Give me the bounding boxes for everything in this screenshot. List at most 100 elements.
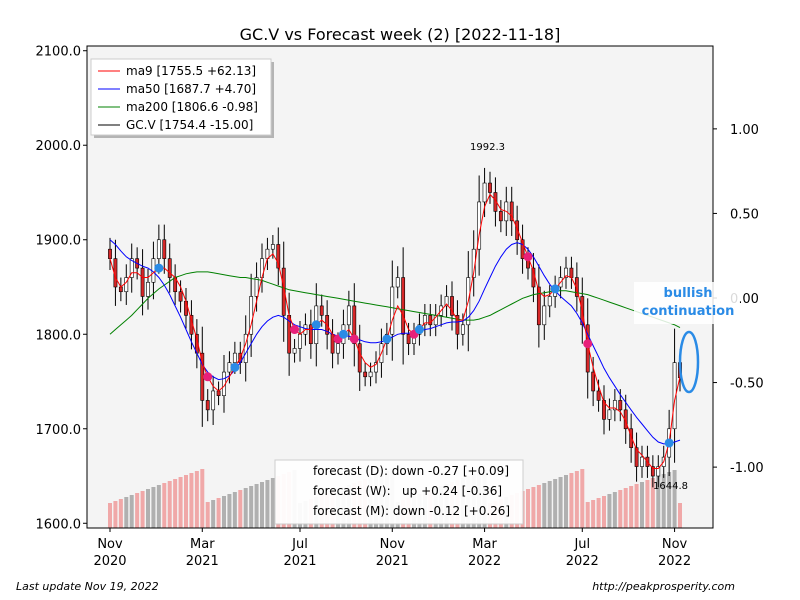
candle-body xyxy=(352,305,357,345)
x-axis-tick-label-year: 2021 xyxy=(283,554,316,569)
volume-bar xyxy=(618,490,623,528)
candle-body xyxy=(319,305,324,316)
candle-body xyxy=(640,456,644,467)
volume-bar xyxy=(184,475,188,528)
volume-bar xyxy=(596,498,601,528)
buy-signal-dot xyxy=(338,329,348,339)
x-axis-tick-label-year: 2020 xyxy=(93,554,126,569)
volume-bar xyxy=(629,486,634,528)
candle-body xyxy=(357,343,362,373)
candle-body xyxy=(482,182,487,203)
right-axis-tick-label: -1.00 xyxy=(730,461,764,476)
sell-signal-dot xyxy=(203,372,213,382)
volume-bar xyxy=(146,489,150,528)
candle-body xyxy=(515,220,520,241)
candle-body xyxy=(270,244,275,250)
candle-body xyxy=(509,201,514,222)
candle-body xyxy=(618,400,623,411)
candle-body xyxy=(395,277,400,288)
volume-bar xyxy=(650,478,655,528)
moving-averages xyxy=(109,193,681,469)
x-axis-tick-label-year: 2022 xyxy=(566,554,599,569)
buy-signal-dot xyxy=(382,334,392,344)
candle-body xyxy=(460,324,465,335)
candle-body xyxy=(118,286,123,293)
volume-bar xyxy=(200,469,205,528)
candle-body xyxy=(547,296,552,307)
volume-bar xyxy=(222,496,226,528)
volume-bar xyxy=(189,473,194,528)
left-axis-tick-label: 1700.0 xyxy=(36,423,82,438)
candle-body xyxy=(374,362,378,373)
volume-bar xyxy=(211,500,216,528)
candle-body xyxy=(140,267,145,297)
callout-line2: continuation xyxy=(642,304,735,319)
x-axis-tick-label-month: Jul xyxy=(573,537,590,552)
volume-bar xyxy=(249,486,254,528)
volume-bar xyxy=(113,501,118,528)
volume-bar xyxy=(602,496,606,528)
right-axis-tick-label: 1.00 xyxy=(730,123,759,138)
candle-body xyxy=(151,258,156,283)
volume-bar xyxy=(173,479,178,528)
candle-body xyxy=(336,343,340,354)
forecast-weekly: forecast (W): up +0.24 [-0.36] xyxy=(313,484,502,498)
legend-gcv: GC.V [1754.4 -15.00] xyxy=(126,118,253,132)
candle-body xyxy=(390,286,395,335)
buy-signal-dot xyxy=(414,325,424,335)
sell-signal-dot xyxy=(583,339,593,349)
candle-body xyxy=(536,286,541,326)
volume-bar xyxy=(162,483,167,528)
sell-signal-dot xyxy=(290,325,300,335)
left-axis-tick-label: 2000.0 xyxy=(36,139,82,154)
candle-body xyxy=(428,315,433,326)
candle-body xyxy=(569,267,574,278)
candle-body xyxy=(607,409,612,420)
volume-bar xyxy=(580,469,585,528)
candle-body xyxy=(574,277,579,297)
left-axis-tick-label: 1600.0 xyxy=(36,517,82,532)
candle-body xyxy=(455,315,460,335)
volume-bar xyxy=(254,484,259,528)
volume-bar xyxy=(129,495,134,528)
candle-body xyxy=(634,447,639,467)
left-axis-tick-label: 1800.0 xyxy=(36,328,82,343)
ma9-line xyxy=(109,193,681,469)
volume-bar xyxy=(585,502,590,528)
volume-bar xyxy=(194,471,199,528)
candle-body xyxy=(542,305,547,326)
candle-body xyxy=(520,239,525,259)
candle-body xyxy=(146,281,150,297)
x-axis-tick-label-month: Nov xyxy=(662,537,688,552)
candle-body xyxy=(422,315,427,326)
candle-body xyxy=(346,305,351,326)
right-axis-tick-label: -0.50 xyxy=(730,377,764,392)
low-annotation: 1644.8 xyxy=(653,481,688,492)
volume-bar xyxy=(569,473,574,528)
volume-bar xyxy=(645,480,650,528)
x-axis-tick-label-month: Nov xyxy=(380,537,406,552)
candle-body xyxy=(276,244,281,269)
volume-bar xyxy=(612,492,617,528)
forecast-box: forecast (D): down -0.27 [+0.09] forecas… xyxy=(274,459,524,525)
legend-ma50: ma50 [1687.7 +4.70] xyxy=(126,82,256,96)
buy-signal-dot xyxy=(230,362,240,372)
candle-body xyxy=(308,324,313,345)
volume-bar xyxy=(178,477,183,528)
volume-bar xyxy=(227,494,232,528)
volume-bar xyxy=(167,481,172,528)
candle-body xyxy=(232,352,237,363)
candle-body xyxy=(564,267,568,278)
volume-bar xyxy=(678,503,682,528)
signal-dots xyxy=(154,252,674,448)
x-axis-tick-label-year: 2021 xyxy=(376,554,409,569)
candle-body xyxy=(591,371,596,392)
candle-body xyxy=(216,390,221,396)
x-axis-tick-label-month: Mar xyxy=(472,537,497,552)
volume-bar xyxy=(526,489,530,528)
candle-body xyxy=(629,428,634,448)
candle-body xyxy=(167,258,172,278)
volume-bar xyxy=(531,487,536,528)
x-axis-tick-label-year: 2022 xyxy=(658,554,691,569)
candle-body xyxy=(488,182,492,193)
